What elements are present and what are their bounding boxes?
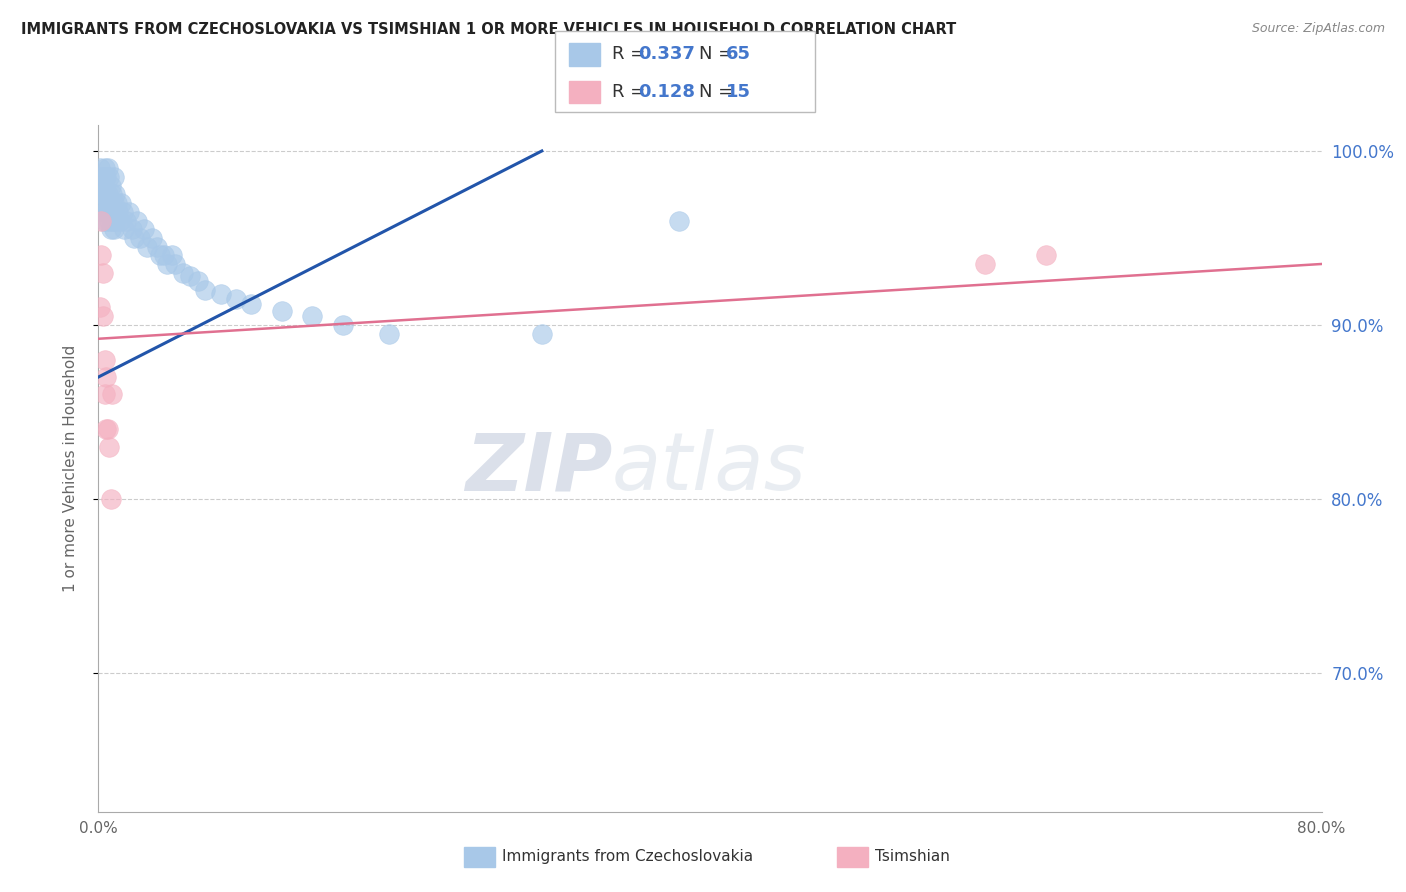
Point [103,169,125,184]
Point [93,204,115,219]
Point [194,283,217,297]
Point [141,231,163,245]
Point [98,440,121,454]
Point [111,204,134,219]
Point [160,248,183,262]
Text: Tsimshian: Tsimshian [875,849,949,863]
Point [100,491,122,506]
Point [104,213,127,227]
Point [100,204,122,219]
Point [118,204,141,219]
Point [225,292,247,306]
Point [93,161,115,176]
Point [91,187,114,202]
Point [103,222,125,236]
Point [125,213,148,227]
Point [122,231,145,245]
Text: 0.128: 0.128 [638,83,696,101]
Point [104,187,127,202]
Point [209,286,232,301]
Point [163,257,186,271]
Point [378,326,401,341]
Point [301,309,323,323]
Point [115,213,138,227]
Point [94,169,117,184]
Point [187,274,209,288]
Point [530,326,553,341]
Point [94,370,117,384]
Text: atlas: atlas [612,429,807,508]
Point [332,318,354,332]
Point [90,196,112,211]
Point [240,297,263,311]
Point [94,422,117,436]
Point [149,248,172,262]
Point [98,169,121,184]
Point [110,196,132,211]
Point [101,187,124,202]
Point [101,387,124,401]
Point [97,187,120,202]
Point [112,222,135,236]
Point [974,257,997,271]
Point [153,248,176,262]
Text: 65: 65 [725,45,751,63]
Text: IMMIGRANTS FROM CZECHOSLOVAKIA VS TSIMSHIAN 1 OR MORE VEHICLES IN HOUSEHOLD CORR: IMMIGRANTS FROM CZECHOSLOVAKIA VS TSIMSH… [21,22,956,37]
Text: R =: R = [612,83,651,101]
Point [108,213,131,227]
Point [93,196,115,211]
Point [101,213,124,227]
Point [89,187,111,202]
Point [179,269,201,284]
Point [90,213,112,227]
Point [91,266,114,280]
Text: R =: R = [612,45,651,63]
Point [97,422,120,436]
Point [91,178,114,193]
Point [97,204,120,219]
Point [98,213,121,227]
Point [98,196,121,211]
Point [668,213,690,227]
Point [91,309,114,323]
Point [90,169,112,184]
Point [89,161,111,176]
Text: 15: 15 [725,83,751,101]
Point [94,213,117,227]
Point [94,187,117,202]
Point [121,222,143,236]
Point [107,204,129,219]
Text: N =: N = [699,45,738,63]
Point [100,222,122,236]
Point [91,213,114,227]
Point [128,231,150,245]
Point [134,222,156,236]
Text: N =: N = [699,83,738,101]
Point [103,196,125,211]
Point [97,161,120,176]
Point [156,257,179,271]
Point [90,178,112,193]
Point [93,387,115,401]
Point [172,266,194,280]
Point [136,239,159,253]
Point [100,178,122,193]
Point [93,169,115,184]
Point [105,196,128,211]
Point [270,304,292,318]
Point [89,301,111,315]
Text: Immigrants from Czechoslovakia: Immigrants from Czechoslovakia [502,849,754,863]
Y-axis label: 1 or more Vehicles in Household: 1 or more Vehicles in Household [63,344,77,592]
Point [93,352,115,367]
Point [1035,248,1057,262]
Text: Source: ZipAtlas.com: Source: ZipAtlas.com [1251,22,1385,36]
Point [145,239,167,253]
Text: ZIP: ZIP [465,429,612,508]
Point [90,248,112,262]
Text: 0.337: 0.337 [638,45,695,63]
